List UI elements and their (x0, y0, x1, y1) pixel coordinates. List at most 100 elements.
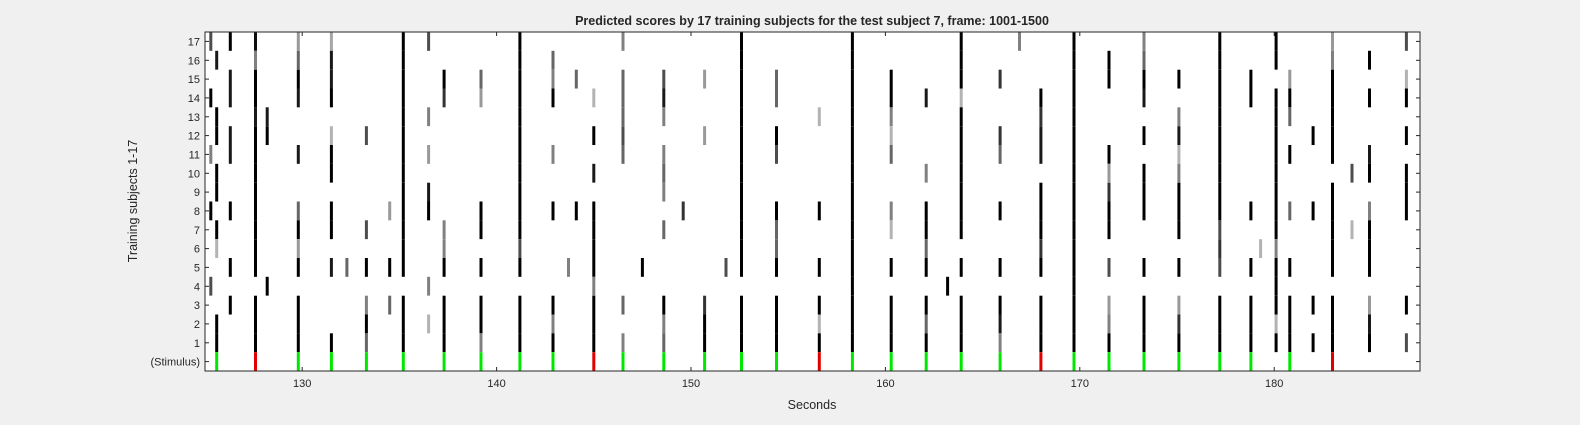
heatmap-cell (209, 145, 213, 164)
heatmap-cell (1218, 107, 1222, 127)
heatmap-cell (740, 107, 743, 127)
heatmap-cell (1259, 239, 1263, 259)
heatmap-cell (254, 145, 257, 164)
heatmap-cell (254, 239, 257, 259)
heatmap-cell (401, 201, 405, 221)
heatmap-cell (364, 258, 368, 277)
heatmap-cell (703, 314, 707, 334)
heatmap-cell (1368, 333, 1371, 353)
heatmap-cell (427, 182, 431, 202)
heatmap-cell (1274, 239, 1278, 259)
heatmap-cell (621, 88, 625, 108)
heatmap-cell (567, 258, 570, 277)
heatmap-cell (215, 182, 219, 202)
heatmap-cell (329, 333, 333, 353)
heatmap-cell (1072, 32, 1076, 51)
heatmap-cell (1218, 258, 1222, 277)
y-tick-label: 5 (194, 262, 200, 274)
heatmap-cell (1288, 107, 1292, 127)
heatmap-cell (401, 333, 405, 353)
x-axis-label: Seconds (788, 398, 837, 412)
heatmap-cell (364, 126, 368, 146)
heatmap-cell (889, 258, 893, 277)
heatmap-cell (850, 314, 854, 334)
heatmap-cell (740, 88, 743, 108)
heatmap-cell (228, 295, 232, 315)
heatmap-cell (228, 145, 232, 164)
heatmap-cell (1142, 295, 1146, 315)
heatmap-cell (1218, 32, 1222, 51)
heatmap-cell (1177, 126, 1181, 146)
stimulus-marker-green (329, 352, 333, 372)
heatmap-cell (1288, 314, 1292, 334)
stimulus-marker-green (551, 352, 555, 372)
heatmap-cell (1404, 163, 1408, 183)
heatmap-cell (479, 220, 483, 240)
y-tick-label: 17 (188, 36, 200, 48)
heatmap-cell (1177, 333, 1181, 353)
stimulus-marker-green (924, 352, 928, 372)
heatmap-cell (1274, 220, 1278, 240)
heatmap-cell (592, 295, 596, 315)
heatmap-cell (1072, 50, 1076, 70)
stimulus-marker-green (998, 352, 1002, 372)
heatmap-cell (427, 107, 431, 127)
stimulus-marker-green (215, 352, 219, 372)
heatmap-cell (703, 295, 707, 315)
chart-title: Predicted scores by 17 training subjects… (575, 14, 1049, 28)
heatmap-cell (254, 295, 257, 315)
heatmap-cell (959, 258, 963, 277)
heatmap-cell (740, 50, 743, 70)
y-tick-label: 11 (189, 149, 200, 161)
heatmap-cell (959, 314, 963, 334)
heatmap-cell (1404, 69, 1408, 89)
heatmap-cell (1107, 182, 1111, 202)
heatmap-cell (1107, 314, 1111, 334)
heatmap-cell (775, 314, 778, 334)
heatmap-cell (401, 145, 405, 164)
heatmap-cell (740, 258, 743, 277)
heatmap-cell (1218, 88, 1222, 108)
x-tick-label: 160 (876, 378, 894, 390)
heatmap-cell (296, 69, 300, 89)
heatmap-cell (1404, 32, 1408, 51)
heatmap-cell (889, 69, 893, 89)
heatmap-cell (850, 295, 854, 315)
heatmap-cell (924, 220, 928, 240)
heatmap-cell (1331, 182, 1334, 202)
heatmap-cell (401, 258, 405, 277)
heatmap-cell (1218, 126, 1222, 146)
heatmap-cell (518, 69, 522, 89)
stimulus-marker-green (442, 352, 446, 372)
stimulus-marker-green (1218, 352, 1222, 372)
heatmap-cell (1218, 50, 1222, 70)
heatmap-cell (850, 276, 854, 296)
heatmap-cell (924, 163, 928, 183)
heatmap-cell (998, 314, 1002, 334)
heatmap-cell (209, 276, 213, 296)
heatmap-cell (1039, 295, 1043, 315)
heatmap-cell (592, 163, 596, 183)
heatmap-cell (998, 126, 1002, 146)
heatmap-cell (621, 107, 625, 127)
heatmap-cell (1218, 201, 1222, 221)
heatmap-cell (1039, 333, 1043, 353)
heatmap-cell (1039, 220, 1043, 240)
heatmap-cell (1177, 258, 1181, 277)
stimulus-markers (215, 352, 1334, 372)
heatmap-cell (296, 201, 300, 221)
heatmap-cell (1142, 314, 1146, 334)
heatmap-cell (296, 145, 300, 164)
heatmap-cell (775, 258, 778, 277)
heatmap-cell (1142, 163, 1146, 183)
heatmap-cell (959, 201, 963, 221)
heatmap-cell (703, 69, 707, 89)
heatmap-cell (209, 88, 213, 108)
heatmap-cell (850, 163, 854, 183)
heatmap-cell (621, 69, 625, 89)
heatmap-cell (1288, 333, 1292, 353)
heatmap-cell (924, 239, 928, 259)
heatmap-cell (1331, 201, 1334, 221)
heatmap-cell (662, 69, 666, 89)
stimulus-marker-red (254, 352, 257, 372)
